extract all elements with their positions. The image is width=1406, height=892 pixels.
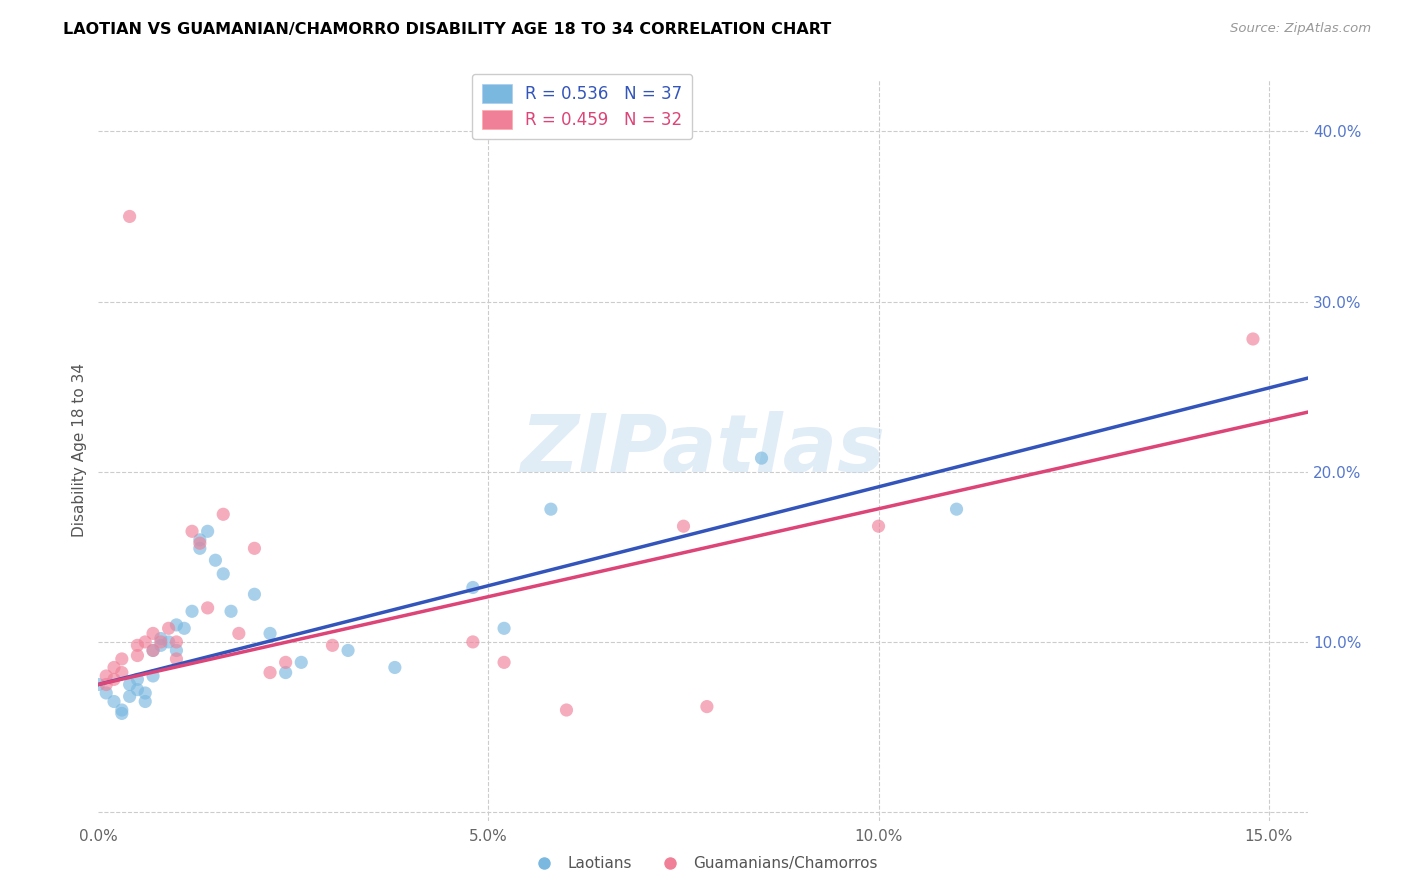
Point [142, 643, 165, 657]
Point [540, 502, 562, 516]
Point [165, 635, 187, 649]
Point [384, 660, 406, 674]
Point [274, 656, 297, 670]
Point [111, 652, 134, 666]
Point [212, 566, 235, 581]
Point [103, 673, 125, 687]
Point [555, 703, 578, 717]
Point [103, 694, 125, 708]
Point [212, 508, 235, 522]
Point [142, 643, 165, 657]
Point [219, 604, 242, 618]
Point [188, 533, 211, 547]
Y-axis label: Disability Age 18 to 34: Disability Age 18 to 34 [72, 363, 87, 538]
Point [142, 626, 165, 640]
Point [228, 626, 250, 640]
Point [127, 673, 149, 687]
Point [274, 665, 297, 680]
Point [188, 541, 211, 556]
Point [243, 541, 266, 556]
Point [157, 635, 180, 649]
Point [96, 669, 118, 683]
Point [337, 643, 360, 657]
Point [142, 669, 165, 683]
Point [149, 632, 172, 646]
Text: ZIPatlas: ZIPatlas [520, 411, 886, 490]
Legend: R = 0.536   N = 37, R = 0.459   N = 32: R = 0.536 N = 37, R = 0.459 N = 32 [472, 74, 692, 139]
Point [259, 626, 281, 640]
Point [461, 635, 484, 649]
Text: LAOTIAN VS GUAMANIAN/CHAMORRO DISABILITY AGE 18 TO 34 CORRELATION CHART: LAOTIAN VS GUAMANIAN/CHAMORRO DISABILITY… [63, 22, 831, 37]
Point [111, 665, 134, 680]
Point [127, 682, 149, 697]
Point [494, 656, 516, 670]
Point [243, 587, 266, 601]
Point [149, 638, 172, 652]
Point [96, 677, 118, 691]
Point [165, 643, 187, 657]
Point [157, 621, 180, 635]
Point [118, 677, 141, 691]
Point [134, 635, 156, 649]
Point [494, 621, 516, 635]
Point [945, 502, 967, 516]
Point [96, 686, 118, 700]
Point [181, 604, 204, 618]
Point [259, 665, 281, 680]
Point [461, 581, 484, 595]
Point [204, 553, 226, 567]
Point [87, 677, 110, 691]
Legend: Laotians, Guamanians/Chamorros: Laotians, Guamanians/Chamorros [523, 850, 883, 877]
Point [118, 690, 141, 704]
Point [197, 524, 219, 539]
Point [868, 519, 890, 533]
Point [103, 660, 125, 674]
Point [127, 638, 149, 652]
Point [321, 638, 343, 652]
Point [118, 210, 141, 224]
Point [290, 656, 312, 670]
Point [696, 699, 718, 714]
Point [1241, 332, 1264, 346]
Point [672, 519, 695, 533]
Point [134, 694, 156, 708]
Text: Source: ZipAtlas.com: Source: ZipAtlas.com [1230, 22, 1371, 36]
Point [751, 451, 773, 466]
Point [181, 524, 204, 539]
Point [165, 618, 187, 632]
Point [134, 686, 156, 700]
Point [188, 536, 211, 550]
Point [111, 706, 134, 721]
Point [197, 600, 219, 615]
Point [111, 703, 134, 717]
Point [173, 621, 195, 635]
Point [165, 652, 187, 666]
Point [127, 648, 149, 663]
Point [149, 635, 172, 649]
